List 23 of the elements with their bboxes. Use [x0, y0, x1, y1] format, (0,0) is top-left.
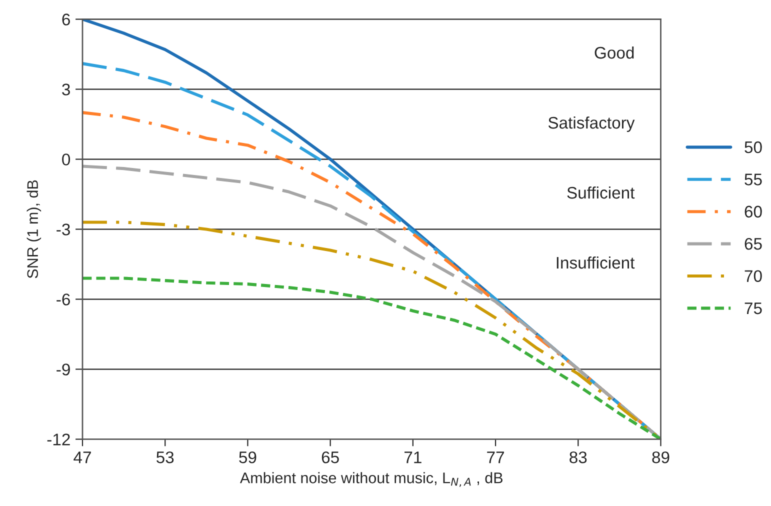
- x-tick-label: 71: [404, 452, 422, 464]
- y-tick-label: -6: [56, 294, 70, 306]
- legend-label: 70: [744, 270, 762, 282]
- y-tick-label: 6: [62, 14, 70, 26]
- y-tick-label: -3: [56, 224, 70, 236]
- legend-label: 60: [744, 206, 762, 218]
- x-tick-label: 77: [487, 452, 504, 464]
- legend-label: 50: [744, 141, 762, 154]
- legend-label: 55: [744, 174, 762, 186]
- y-tick-label: -9: [56, 364, 70, 376]
- y-axis-title: SNR (1 m), dB: [26, 180, 42, 278]
- x-tick-label: 89: [652, 451, 670, 464]
- x-tick-label: 47: [74, 452, 91, 464]
- x-axis-title: Ambient noise without music, L$_{N,A}$ , dB: [240, 472, 502, 487]
- legend-label: 75: [744, 302, 762, 314]
- x-tick-label: 59: [239, 451, 256, 464]
- x-tick-label: 65: [322, 451, 339, 464]
- y-tick-label: -12: [47, 434, 70, 446]
- legend-label: 65: [744, 238, 762, 250]
- x-tick-label: 83: [570, 451, 587, 464]
- x-tick-label: 53: [156, 451, 174, 464]
- y-tick-label: 0: [62, 154, 70, 166]
- y-tick-label: 3: [62, 84, 70, 96]
